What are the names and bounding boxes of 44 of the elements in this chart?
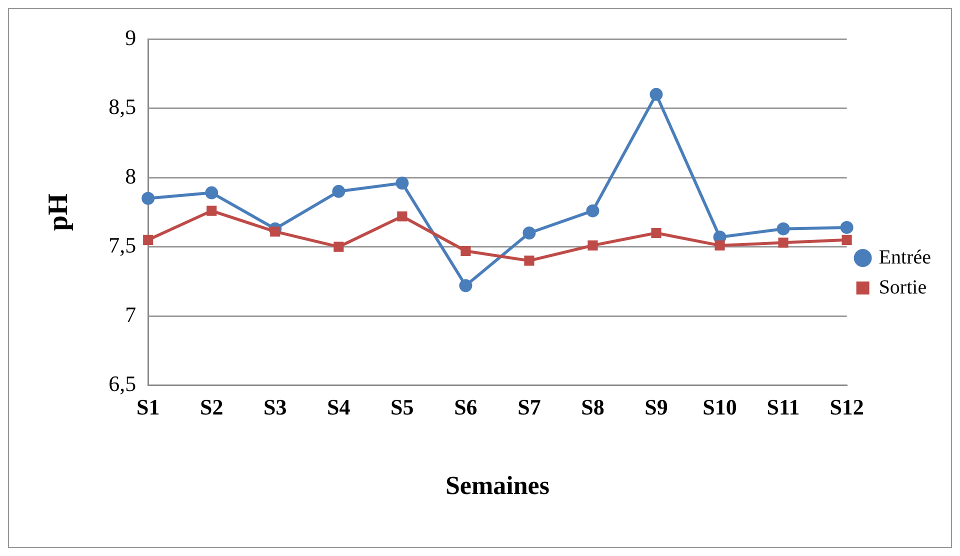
point (206, 206, 217, 216)
x-tick-label: S2 (200, 394, 224, 420)
y-tick-label: 8 (125, 163, 136, 188)
point (524, 256, 534, 266)
point (143, 234, 154, 245)
point (205, 186, 218, 200)
y-tick-label: 6,5 (108, 371, 136, 396)
y-tick-label: 7,5 (108, 232, 136, 258)
x-tick-label: S7 (518, 394, 541, 420)
point (840, 220, 854, 234)
legend-label: Sortie (878, 276, 927, 298)
point (460, 246, 471, 256)
x-tick-label: S6 (454, 394, 478, 420)
point (651, 228, 662, 238)
x-tick-label: S10 (702, 394, 737, 420)
point (778, 238, 788, 248)
x-axis-title: Semaines (445, 471, 550, 500)
point (332, 184, 346, 198)
x-tick-label: S12 (830, 394, 864, 420)
x-tick-label: S1 (136, 394, 160, 420)
legend-label: Entrée (878, 246, 932, 268)
point (714, 240, 725, 250)
x-tick-label: S11 (766, 394, 800, 420)
point (586, 204, 600, 218)
y-tick-label: 8,5 (108, 94, 136, 120)
point (270, 226, 280, 237)
point (396, 176, 409, 190)
point (776, 222, 790, 236)
x-tick-label: S8 (581, 394, 604, 420)
y-tick-label: 7 (125, 302, 136, 327)
y-tick-label: 9 (125, 24, 136, 50)
point (334, 242, 344, 252)
point (842, 234, 852, 245)
point (397, 211, 408, 222)
x-tick-label: S9 (644, 394, 668, 420)
point (142, 192, 155, 205)
x-tick-label: S4 (327, 394, 350, 420)
point (522, 226, 536, 240)
x-tick-label: S3 (264, 394, 287, 420)
point (588, 240, 598, 250)
y-axis-title: pH (43, 193, 74, 231)
point (650, 88, 663, 101)
point (459, 279, 472, 292)
x-tick-label: S5 (390, 394, 414, 420)
